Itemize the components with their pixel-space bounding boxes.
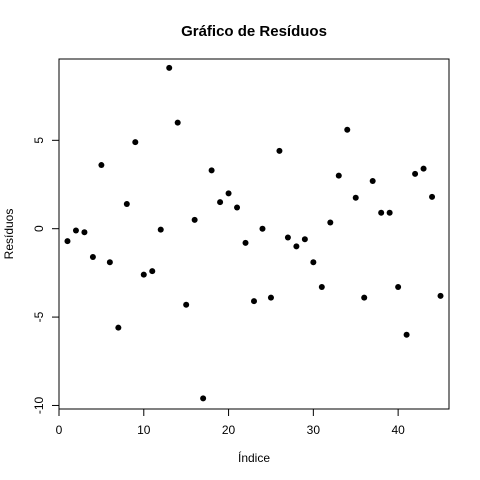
- data-point: [234, 204, 241, 211]
- data-point: [208, 167, 215, 174]
- data-point: [123, 200, 130, 207]
- data-point: [369, 177, 376, 184]
- data-point: [395, 284, 402, 291]
- data-point: [361, 294, 368, 301]
- data-point: [89, 253, 96, 260]
- data-point: [166, 64, 173, 71]
- data-point: [437, 292, 444, 299]
- data-point: [420, 165, 427, 172]
- data-point: [106, 259, 113, 266]
- data-point: [327, 219, 334, 226]
- data-point: [284, 234, 291, 241]
- x-tick-label: 20: [222, 423, 236, 437]
- data-point: [115, 324, 122, 331]
- data-point: [344, 126, 351, 133]
- data-point: [191, 216, 198, 223]
- data-point: [259, 225, 266, 232]
- data-point: [81, 229, 88, 236]
- data-point: [318, 284, 325, 291]
- data-point: [386, 209, 393, 216]
- data-point: [276, 147, 283, 154]
- data-point: [200, 395, 207, 402]
- data-point: [140, 271, 147, 278]
- data-point: [132, 139, 139, 146]
- data-point: [242, 239, 249, 246]
- data-point: [352, 194, 359, 201]
- x-axis-label: Índice: [238, 450, 270, 465]
- data-point: [98, 162, 105, 169]
- data-point: [378, 209, 385, 216]
- data-point: [183, 301, 190, 308]
- data-point: [335, 172, 342, 179]
- data-points: [64, 64, 444, 402]
- x-tick-label: 40: [391, 423, 405, 437]
- x-tick-label: 0: [56, 423, 63, 437]
- data-point: [72, 227, 79, 234]
- data-point: [267, 294, 274, 301]
- data-point: [429, 193, 436, 200]
- data-point: [301, 236, 308, 243]
- y-tick-label: -10: [32, 396, 46, 414]
- x-tick-label: 30: [307, 423, 321, 437]
- plot-frame: [58, 58, 450, 410]
- y-axis: -10 -5 0 5: [32, 137, 60, 414]
- data-point: [217, 199, 224, 206]
- data-point: [64, 238, 71, 245]
- data-point: [293, 243, 300, 250]
- data-point: [225, 190, 232, 197]
- y-axis-label: Resíduos: [2, 209, 16, 260]
- y-tick-label: -5: [32, 311, 46, 322]
- x-tick-label: 10: [137, 423, 151, 437]
- y-tick-label: 5: [32, 137, 46, 144]
- chart-title: Gráfico de Resíduos: [181, 23, 327, 40]
- data-point: [310, 259, 317, 266]
- y-tick-label: 0: [32, 225, 46, 232]
- data-point: [157, 226, 164, 233]
- data-point: [403, 331, 410, 338]
- data-point: [251, 298, 257, 305]
- data-point: [174, 119, 181, 126]
- data-point: [412, 170, 419, 177]
- x-axis: 0 10 20 30 40: [56, 408, 405, 437]
- data-point: [149, 268, 156, 275]
